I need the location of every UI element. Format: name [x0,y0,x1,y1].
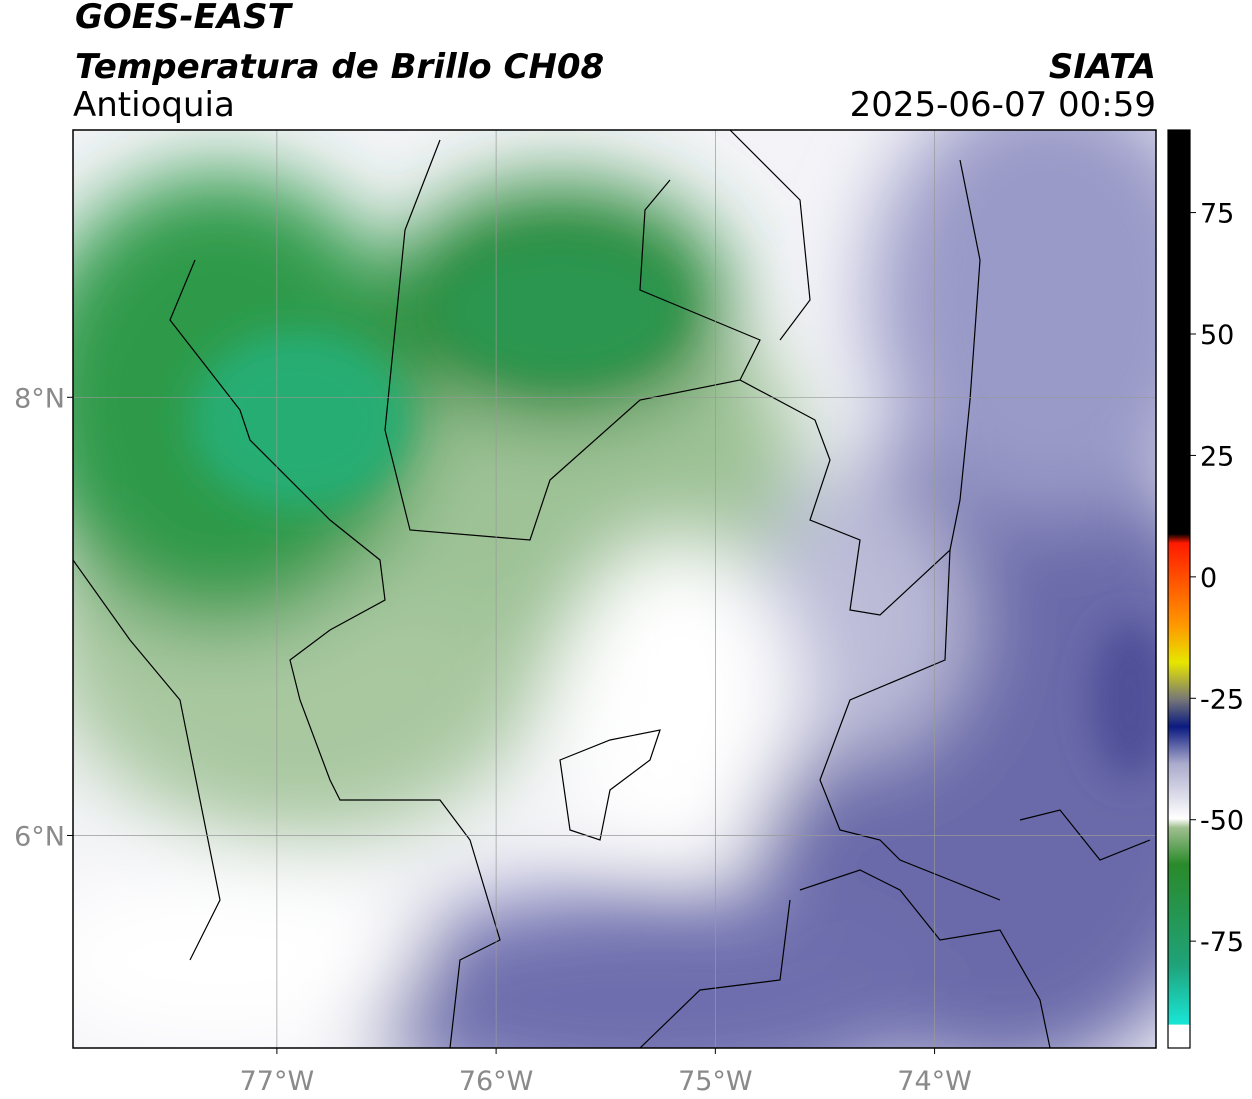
lat-tick-label: 6°N [14,821,65,852]
lon-tick-label: 76°W [459,1066,534,1097]
lon-tick-label: 77°W [240,1066,315,1097]
satellite-title: GOES-EAST [75,0,294,37]
colorbar-tick-label: -75 [1200,927,1244,958]
map-image [73,130,1156,1048]
colorbar [1167,129,1191,1049]
colorbar-tick-label: 25 [1200,441,1234,472]
colorbar-tick-label: -25 [1200,684,1244,715]
colorbar-tick-label: -50 [1200,806,1244,837]
lon-tick-label: 74°W [897,1066,972,1097]
colorbar-tick-label: 50 [1200,320,1234,351]
colorbar-tick-label: 75 [1200,199,1234,230]
colorbar-tick-label: 0 [1200,563,1217,594]
region-label: Antioquia [73,85,235,125]
lat-tick-label: 8°N [14,383,65,414]
datetime-label: 2025-06-07 00:59 [850,85,1156,125]
product-title: Temperatura de Brillo CH08 [75,47,604,87]
map-frame [72,129,1157,1049]
agency-label: SIATA [1049,47,1156,87]
lon-tick-label: 75°W [678,1066,753,1097]
